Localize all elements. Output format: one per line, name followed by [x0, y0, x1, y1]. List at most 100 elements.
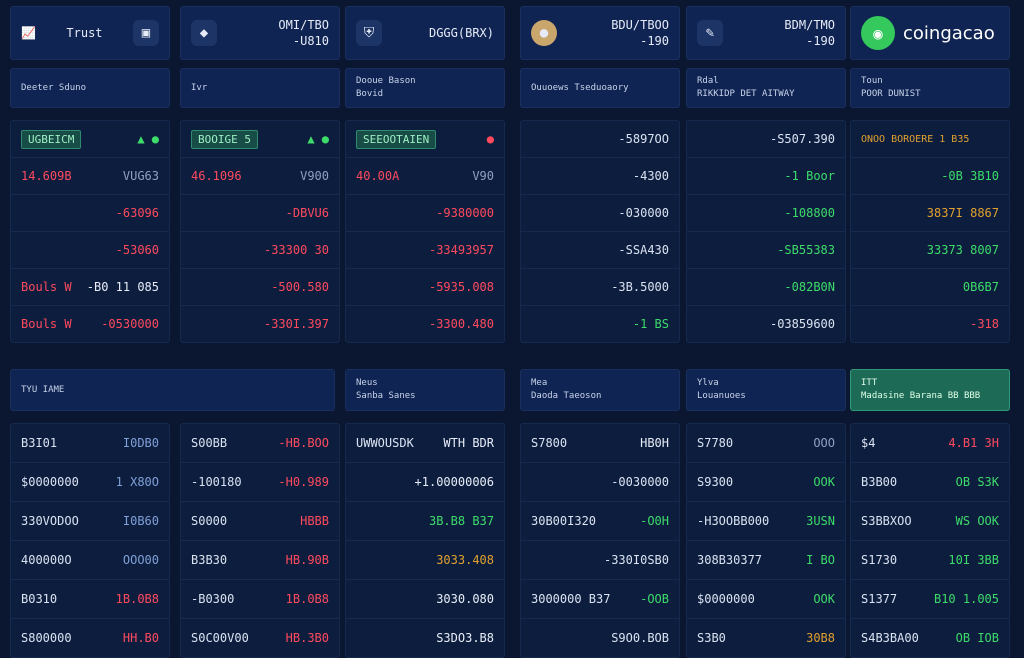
table-row[interactable]: -108800 — [687, 195, 845, 232]
table-row[interactable]: S7800 HB0H — [521, 424, 679, 463]
ticker-header-3[interactable]: ⛨ DGGG(BRX) — [345, 6, 505, 60]
table-row[interactable]: S4B3BA00 OB IOB — [851, 619, 1009, 657]
bottom-panel-4: S7800 HB0H -0030000 30B00I320 -O0H -330I0S… — [520, 423, 680, 658]
table-row[interactable]: -030000 — [521, 195, 679, 232]
value-b: OOK — [813, 592, 835, 606]
value-b: HH.B0 — [122, 631, 159, 645]
table-row[interactable]: Bouls W -B0 11 085 — [11, 269, 169, 306]
table-row[interactable]: -5935.008 — [346, 269, 504, 306]
table-row[interactable]: -3300.480 — [346, 306, 504, 342]
table-row[interactable]: -318 — [851, 306, 1009, 342]
table-row[interactable]: B3B00 OB S3K — [851, 463, 1009, 502]
section-header-5[interactable]: ITT Madasine Barana BB BBB — [850, 369, 1010, 411]
table-row[interactable]: S3B0 30B8 — [687, 619, 845, 657]
table-row[interactable]: 3837I 8867 — [851, 195, 1009, 232]
bottom-panel-1: B3I01 I0DB0 $0000000 1 X80O 330VODOO I0B60 … — [10, 423, 170, 658]
table-row[interactable]: S9300 OOK — [687, 463, 845, 502]
ticker-header-6[interactable]: ◉ coingacao — [850, 6, 1010, 60]
ticker-header-2[interactable]: ◆ OMI/TBO -U810 — [180, 6, 340, 60]
table-row[interactable]: ONOO BOROERE 1 B35 — [851, 121, 1009, 158]
table-row[interactable]: 330VODOO I0B60 — [11, 502, 169, 541]
table-row[interactable]: UGBEICM ▲ ● — [11, 121, 169, 158]
table-row[interactable]: -100180 -H0.989 — [181, 463, 339, 502]
ticker-header-4[interactable]: ● BDU/TBOO -190 — [520, 6, 680, 60]
table-row[interactable]: S1730 10I 3BB — [851, 541, 1009, 580]
value-a: $4 — [861, 436, 876, 450]
table-row[interactable]: 3030.080 — [346, 580, 504, 619]
table-row[interactable]: B0310 1B.0B8 — [11, 580, 169, 619]
table-row[interactable]: 400000O OOO00 — [11, 541, 169, 580]
table-row[interactable]: -0030000 — [521, 463, 679, 502]
table-row[interactable]: S1377 B10 1.005 — [851, 580, 1009, 619]
table-row[interactable]: 308B30377 I BO — [687, 541, 845, 580]
table-row[interactable]: Bouls W -0530000 — [11, 306, 169, 342]
table-row[interactable]: 46.1096 V900 — [181, 158, 339, 195]
table-row[interactable]: -3B.5000 — [521, 269, 679, 306]
value-b: VUG63 — [122, 169, 159, 183]
value-b: I BO — [806, 553, 835, 567]
value-a: 330VODOO — [21, 514, 79, 528]
value-b: 3USN — [806, 514, 835, 528]
table-row[interactable]: 33373 8007 — [851, 232, 1009, 269]
table-row[interactable]: -33300 30 — [181, 232, 339, 269]
value-a: 400000O — [21, 553, 72, 567]
table-row[interactable]: -330I0SB0 — [521, 541, 679, 580]
table-row[interactable]: -1 Boor — [687, 158, 845, 195]
ticker-header-5[interactable]: ✎ BDM/TMO -190 — [686, 6, 846, 60]
table-row[interactable]: -5897OO — [521, 121, 679, 158]
table-row[interactable]: +1.00000006 — [346, 463, 504, 502]
table-row[interactable]: -DBVU6 — [181, 195, 339, 232]
table-row[interactable]: 0B6B7 — [851, 269, 1009, 306]
table-row[interactable]: S7780 OOO — [687, 424, 845, 463]
table-row[interactable]: -SSA430 — [521, 232, 679, 269]
table-row[interactable]: -4300 — [521, 158, 679, 195]
table-row[interactable]: S0C00V00 HB.3B0 — [181, 619, 339, 657]
table-row[interactable]: SEEOOTAIEN ● — [346, 121, 504, 158]
table-row[interactable]: -53060 — [11, 232, 169, 269]
table-row[interactable]: B3I01 I0DB0 — [11, 424, 169, 463]
table-row[interactable]: -H3OOBB000 3USN — [687, 502, 845, 541]
table-row[interactable]: -0B 3B10 — [851, 158, 1009, 195]
table-row[interactable]: -B0300 1B.0B8 — [181, 580, 339, 619]
table-row[interactable]: -1 BS — [521, 306, 679, 342]
value: 3B.B8 B37 — [428, 514, 494, 528]
value-b: HB.90B — [285, 553, 329, 567]
table-row[interactable]: $4 4.B1 3H — [851, 424, 1009, 463]
table-row[interactable]: S3BBXOO WS OOK — [851, 502, 1009, 541]
table-row[interactable]: -330I.397 — [181, 306, 339, 342]
table-row[interactable]: 40.00A V90 — [346, 158, 504, 195]
ticker-pair: DGGG(BRX) — [428, 26, 494, 40]
table-row[interactable]: -SB55383 — [687, 232, 845, 269]
table-row[interactable]: -63096 — [11, 195, 169, 232]
table-row[interactable]: S800000 HH.B0 — [11, 619, 169, 657]
table-row[interactable]: -9380000 — [346, 195, 504, 232]
value-b: 30B8 — [806, 631, 835, 645]
table-row[interactable]: S9O0.BOB — [521, 619, 679, 657]
table-row[interactable]: 3000000 B37 -OOB — [521, 580, 679, 619]
value-b: 1 X80O — [115, 475, 159, 489]
table-row[interactable]: -03859600 — [687, 306, 845, 342]
table-row[interactable]: BOOIGE 5 ▲ ● — [181, 121, 339, 158]
table-row[interactable]: -500.580 — [181, 269, 339, 306]
table-row[interactable]: UWWOUSDK WTH BDR — [346, 424, 504, 463]
value-a: $0000000 — [21, 475, 79, 489]
table-row[interactable]: -082B0N — [687, 269, 845, 306]
value: -3300.480 — [428, 317, 494, 331]
table-row[interactable]: 3033.408 — [346, 541, 504, 580]
column-2: ◆ OMI/TBO -U810 Ivr BOOIGE 5 ▲ ● 46.1096 V9… — [180, 6, 340, 658]
table-row[interactable]: -S507.390 — [687, 121, 845, 158]
table-row[interactable]: S0000 HBBB — [181, 502, 339, 541]
table-row[interactable]: S00BB -HB.BOO — [181, 424, 339, 463]
value-b: I0DB0 — [122, 436, 159, 450]
table-row[interactable]: 30B00I320 -O0H — [521, 502, 679, 541]
table-row[interactable]: -33493957 — [346, 232, 504, 269]
table-row[interactable]: 14.609B VUG63 — [11, 158, 169, 195]
table-row[interactable]: B3B30 HB.90B — [181, 541, 339, 580]
table-row[interactable]: $0000000 OOK — [687, 580, 845, 619]
table-row[interactable]: 3B.B8 B37 — [346, 502, 504, 541]
value-a: S1730 — [861, 553, 898, 567]
table-row[interactable]: S3DO3.B8 — [346, 619, 504, 657]
value: -33300 30 — [263, 243, 329, 257]
table-row[interactable]: $0000000 1 X80O — [11, 463, 169, 502]
ticker-header-1[interactable]: 📈 Trust ▣ — [10, 6, 170, 60]
